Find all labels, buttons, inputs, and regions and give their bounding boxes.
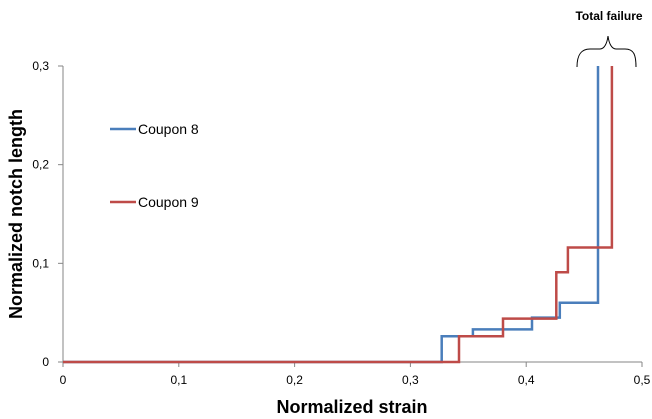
x-tick-label: 0,5 (634, 373, 651, 387)
x-tick-label: 0,3 (402, 373, 419, 387)
y-tick-label: 0 (42, 355, 49, 369)
x-axis-title: Normalized strain (276, 397, 427, 414)
series-line-coupon-9 (63, 66, 614, 364)
x-tick-label: 0,1 (170, 373, 187, 387)
y-tick-label: 0,2 (32, 158, 49, 172)
x-tick-label: 0 (60, 373, 67, 387)
series-layer (63, 66, 614, 364)
series-line-coupon-8 (63, 66, 600, 364)
legend-item: Coupon 9 (110, 194, 199, 210)
y-tick-label: 0,1 (32, 256, 49, 270)
y-tick-label: 0,3 (32, 59, 49, 73)
brace-icon (576, 35, 637, 68)
x-tick-label: 0,4 (518, 373, 535, 387)
legend: Coupon 8 Coupon 9 (110, 121, 199, 210)
annotation: Total failure (575, 9, 643, 68)
legend-item: Coupon 8 (110, 121, 199, 137)
x-tick-label: 0,2 (286, 373, 303, 387)
legend-label: Coupon 9 (138, 194, 199, 210)
annotation-label: Total failure (575, 9, 642, 23)
y-axis-title: Normalized notch length (6, 109, 26, 319)
legend-label: Coupon 8 (138, 121, 199, 137)
ticks: 0 0,1 0,2 0,3 0,4 0,5 0 0,1 0,2 0,3 (32, 59, 650, 387)
